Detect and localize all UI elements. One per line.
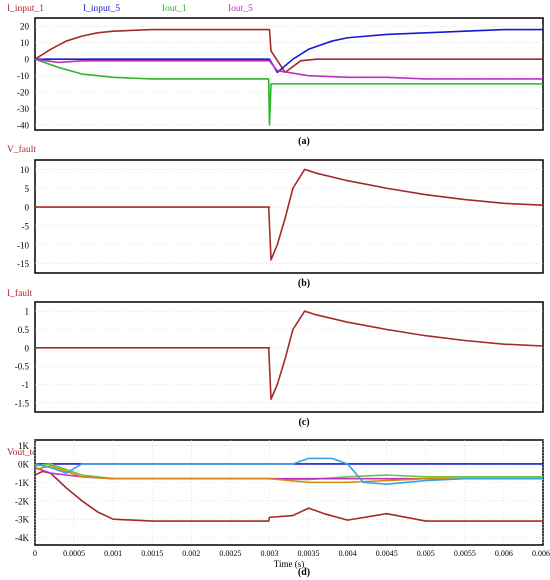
y-tick-label: -2K — [15, 496, 29, 506]
y-tick-label: 0.5 — [18, 325, 30, 335]
panel-caption: (c) — [298, 417, 309, 428]
legend-entry-i-input-5: I_input_5 — [83, 4, 120, 14]
series-line-i-fault — [35, 310, 543, 400]
panel-caption: (d) — [298, 567, 310, 578]
legend-entry-v-fault: V_fault — [7, 144, 36, 155]
x-tick-label: 0.0035 — [298, 549, 320, 558]
y-tick-label: 0K — [18, 459, 30, 469]
y-tick-label: -4K — [15, 533, 29, 543]
y-tick-label: 1K — [18, 441, 30, 451]
x-tick-label: 0 — [33, 549, 37, 558]
y-tick-label: -10 — [17, 71, 29, 81]
plot-area — [34, 159, 544, 274]
series-line-i-input-1 — [35, 28, 543, 74]
x-tick-label: 0.0015 — [141, 549, 163, 558]
y-tick-label: -20 — [17, 88, 29, 98]
x-tick-label: 0.004 — [339, 549, 357, 558]
panel-caption: (b) — [298, 278, 310, 289]
y-tick-label: 10 — [20, 165, 30, 175]
y-tick-label: 0 — [25, 343, 30, 353]
y-tick-label: 10 — [20, 38, 30, 48]
y-tick-label: -1.5 — [15, 398, 30, 408]
x-tick-label: 0.0005 — [63, 549, 85, 558]
series-line-iout-1 — [35, 58, 543, 126]
x-axis-label: Time (s) — [274, 559, 304, 569]
y-tick-label: 0 — [25, 55, 30, 65]
y-tick-label: -0.5 — [15, 362, 30, 372]
y-tick-label: -3K — [15, 515, 29, 525]
x-tick-label: 0.003 — [260, 549, 278, 558]
x-tick-label: 0.006 — [495, 549, 513, 558]
y-tick-label: -1K — [15, 478, 29, 488]
y-tick-label: -10 — [17, 240, 29, 250]
x-tick-label: 0.001 — [104, 549, 122, 558]
legend-entry-i-fault: I_fault — [7, 288, 33, 299]
x-tick-label: 0.0065 — [532, 549, 550, 558]
legend-entry-i-input-1: I_input_1 — [7, 4, 44, 14]
y-tick-label: 1 — [25, 307, 30, 317]
y-tick-label: 5 — [25, 184, 30, 194]
series-line-vout-5 — [35, 457, 543, 486]
series-line-iout-5 — [35, 58, 543, 80]
y-tick-label: -1 — [22, 380, 30, 390]
series-line-i-input-5 — [35, 28, 543, 74]
y-tick-label: -30 — [17, 104, 29, 114]
legend-entry-vout-total: Vout_total — [7, 448, 47, 458]
plot-area — [34, 17, 544, 131]
panel-caption: (a) — [298, 136, 310, 147]
y-tick-label: 0 — [25, 203, 30, 213]
x-tick-label: 0.002 — [182, 549, 200, 558]
panel-d: Vout_totalvout_1Vout_2Vout_3vout_4Vout_5… — [7, 439, 550, 578]
plot-area — [34, 301, 544, 413]
panel-c: I_fault 1 0.5 0 -0.5 -1 -1.5 (c) — [7, 288, 544, 428]
y-tick-label: -15 — [17, 259, 29, 269]
x-tick-label: 0.005 — [417, 549, 435, 558]
legend-entry-iout-1: Iout_1 — [162, 4, 187, 14]
series-line-vout-total — [35, 470, 543, 522]
x-tick-label: 0.0025 — [219, 549, 241, 558]
legend-entry-iout-5: Iout_5 — [228, 4, 253, 14]
y-tick-label: -5 — [22, 221, 30, 231]
series-line-v-fault — [35, 168, 543, 261]
y-tick-label: -40 — [17, 121, 29, 131]
panel-b: V_fault 10 5 0 -5 -10 -15 (b) — [7, 144, 544, 289]
x-tick-label: 0.0045 — [376, 549, 398, 558]
y-tick-label: 20 — [20, 22, 30, 32]
plot-area — [34, 439, 544, 546]
panel-a: I_input_1 I_input_5 Iout_1 Iout_5 20 10 0 -10 -2… — [7, 4, 544, 147]
x-tick-label: 0.0055 — [454, 549, 476, 558]
